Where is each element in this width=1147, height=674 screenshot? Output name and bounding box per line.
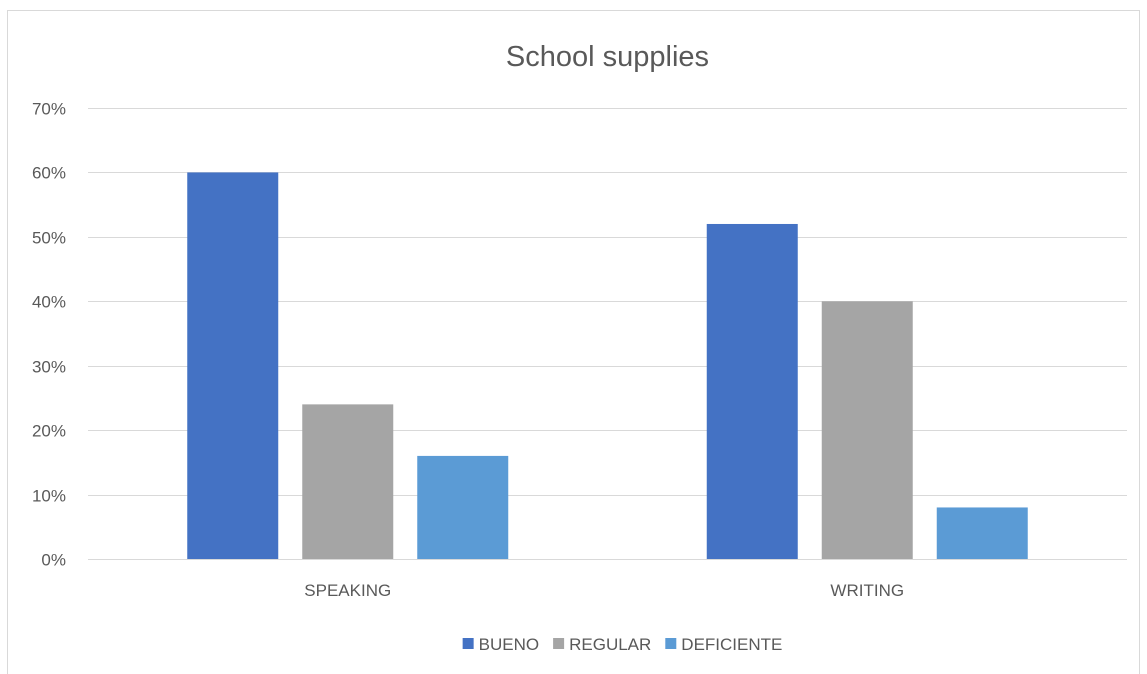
bar-deficiente-speaking xyxy=(417,455,509,559)
legend-item-regular: REGULAR xyxy=(553,635,651,654)
legend-item-deficiente: DEFICIENTE xyxy=(665,635,782,654)
x-axis-category-labels: SPEAKING WRITING xyxy=(304,581,904,600)
legend: BUENO REGULAR DEFICIENTE xyxy=(462,635,782,654)
bar-bueno-writing xyxy=(706,223,798,559)
legend-swatch xyxy=(553,638,565,649)
x-category-label: SPEAKING xyxy=(304,581,391,600)
y-tick-label: 70% xyxy=(32,100,66,119)
bar-regular-speaking xyxy=(302,404,394,559)
bars xyxy=(187,172,1028,559)
y-tick-label: 10% xyxy=(32,487,66,506)
bar-bueno-speaking xyxy=(187,172,279,559)
legend-item-bueno: BUENO xyxy=(462,635,539,654)
bar-deficiente-writing xyxy=(936,507,1028,559)
legend-label: BUENO xyxy=(479,635,539,654)
y-tick-label: 20% xyxy=(32,422,66,441)
legend-swatch xyxy=(665,638,677,649)
y-axis-tick-labels: 0% 10% 20% 30% 40% 50% 60% 70% xyxy=(32,100,66,570)
legend-label: REGULAR xyxy=(569,635,651,654)
legend-label: DEFICIENTE xyxy=(681,635,782,654)
legend-swatch xyxy=(462,638,474,649)
bar-regular-writing xyxy=(821,301,913,559)
y-tick-label: 60% xyxy=(32,164,66,183)
y-tick-label: 50% xyxy=(32,229,66,248)
chart-title: School supplies xyxy=(506,41,709,73)
y-tick-label: 30% xyxy=(32,358,66,377)
x-category-label: WRITING xyxy=(830,581,904,600)
y-tick-label: 0% xyxy=(41,551,66,570)
y-tick-label: 40% xyxy=(32,293,66,312)
